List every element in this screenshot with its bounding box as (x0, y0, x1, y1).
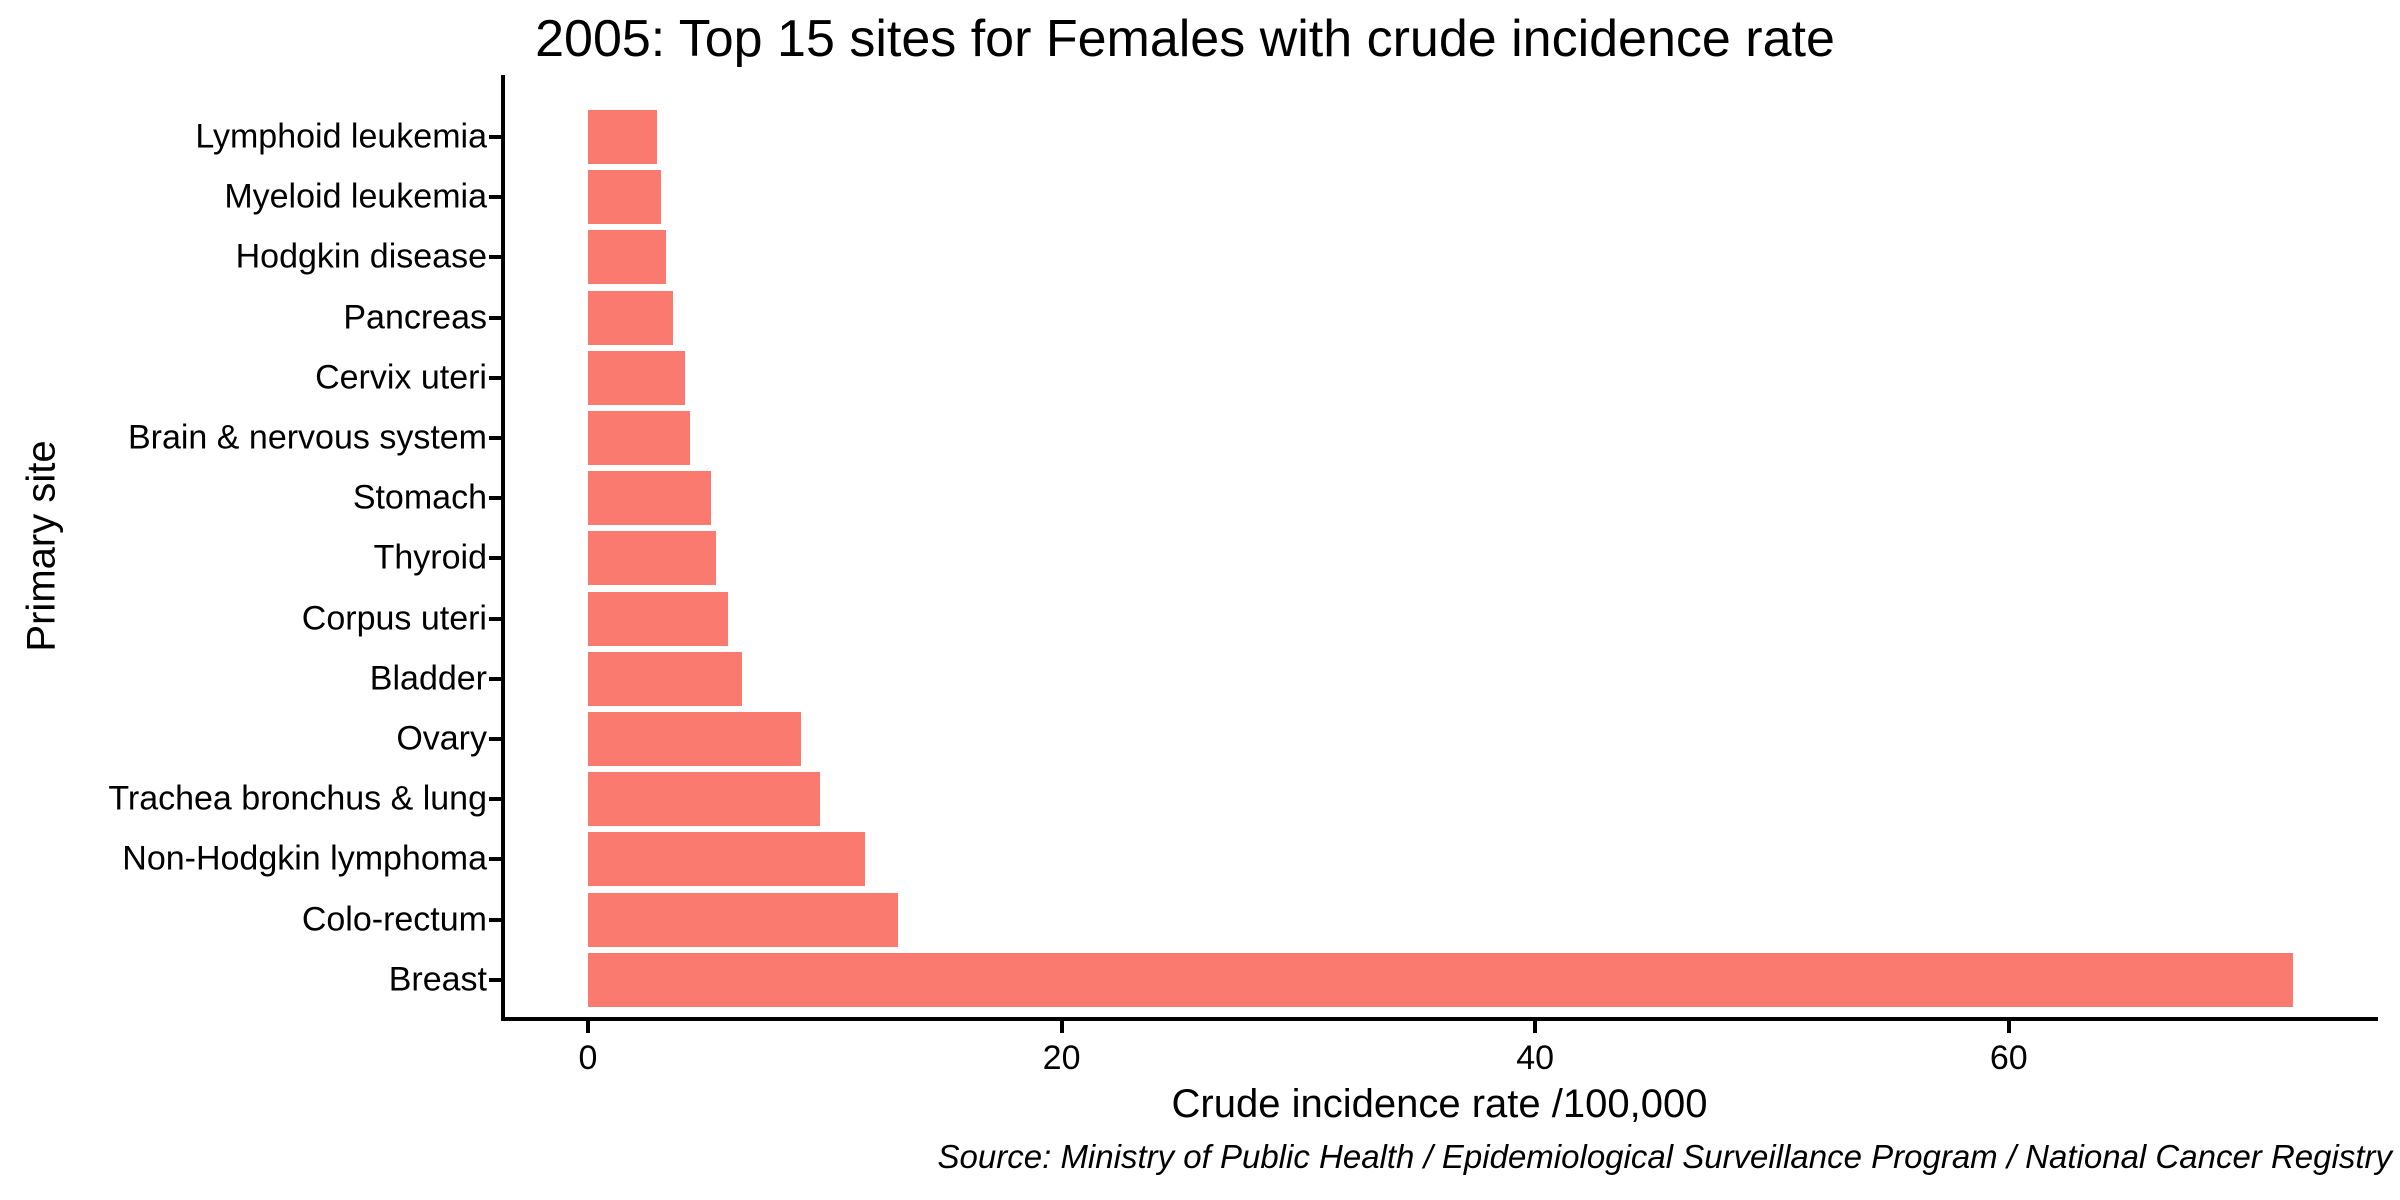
source-note: Source: Ministry of Public Health / Epid… (937, 1138, 2392, 1175)
y-category-label: Thyroid (373, 538, 487, 577)
y-axis-tick (489, 616, 501, 621)
bar-colo-rectum (588, 892, 899, 947)
y-category-label: Colo-rectum (301, 900, 487, 939)
y-axis-title: Primary site (19, 440, 64, 652)
x-tick-label: 20 (1042, 1039, 1081, 1077)
y-axis-tick (489, 917, 501, 922)
y-axis-tick (489, 797, 501, 802)
y-category-label: Corpus uteri (301, 599, 487, 638)
y-category-label: Lymphoid leukemia (195, 117, 487, 156)
x-axis-tick (1059, 1021, 1064, 1033)
bar-cervix-uteri (588, 350, 686, 405)
bar-stomach (588, 471, 712, 526)
bar-myeloid-leukemia (588, 170, 662, 225)
bar-corpus-uteri (588, 591, 728, 646)
y-category-label: Non-Hodgkin lymphoma (122, 839, 487, 878)
y-axis-tick (489, 977, 501, 982)
y-axis-tick (489, 375, 501, 380)
y-axis-tick (489, 556, 501, 561)
x-axis-tick (586, 1021, 590, 1033)
bar-non-hodgkin-lymphoma (588, 832, 866, 887)
x-axis-tick (2006, 1021, 2011, 1033)
bar-pancreas (588, 290, 674, 345)
x-tick-label: 40 (1516, 1039, 1555, 1077)
y-axis-tick (489, 315, 501, 320)
bar-thyroid (588, 531, 716, 586)
y-category-label: Cervix uteri (315, 358, 487, 397)
y-axis-tick (489, 255, 501, 260)
y-category-label: Pancreas (343, 298, 487, 337)
bar-trachea-bronchus-lung (588, 772, 821, 827)
y-category-label: Stomach (352, 478, 487, 517)
y-category-label: Breast (388, 960, 487, 999)
y-category-label: Trachea bronchus & lung (108, 779, 487, 818)
bar-hodgkin-disease (588, 230, 667, 285)
y-axis-tick (489, 195, 501, 200)
y-category-label: Myeloid leukemia (224, 177, 487, 216)
bar-lymphoid-leukemia (588, 110, 657, 164)
bar-bladder (588, 651, 742, 706)
y-axis-tick (489, 436, 501, 440)
y-axis-tick (489, 857, 501, 862)
chart-title: 2005: Top 15 sites for Females with crud… (535, 10, 1835, 68)
x-tick-label: 60 (1989, 1039, 2028, 1077)
y-axis-tick (489, 135, 501, 139)
x-axis-tick (1533, 1021, 1538, 1033)
bar-ovary (588, 712, 802, 766)
y-category-label: Hodgkin disease (235, 237, 487, 276)
y-axis-tick (489, 496, 501, 501)
bar-brain-nervous-system (588, 411, 690, 465)
y-axis-tick (489, 676, 501, 681)
x-tick-label: 0 (578, 1039, 598, 1077)
y-axis-tick (489, 737, 501, 741)
y-category-label: Ovary (396, 719, 487, 758)
plot-panel: Lymphoid leukemia Myeloid leukemia Hodgkin… (108, 75, 2378, 1077)
y-category-label: Brain & nervous system (127, 418, 487, 457)
x-axis-title: Crude incidence rate /100,000 (1171, 1082, 1708, 1126)
y-category-label: Bladder (369, 659, 487, 698)
bar-breast (588, 952, 2293, 1007)
